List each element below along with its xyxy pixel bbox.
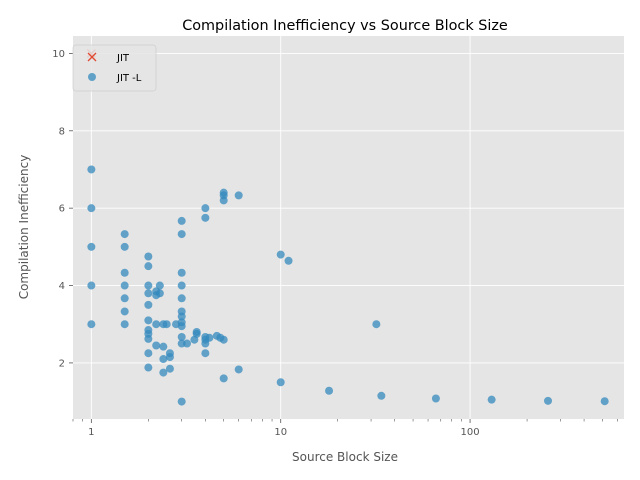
data-point-jit-l xyxy=(377,391,386,400)
legend-label-jit: JIT xyxy=(116,53,130,64)
data-point-jit-l xyxy=(144,289,153,298)
y-tick-labels: 2 4 6 8 10 xyxy=(52,49,73,369)
data-point-jit-l xyxy=(120,281,129,290)
x-tick-label: 100 xyxy=(461,427,480,438)
data-point-jit-l xyxy=(544,396,553,405)
data-point-jit-l xyxy=(120,268,129,277)
data-point-jit-l xyxy=(183,339,192,348)
legend-label-jit-l: JIT -L xyxy=(116,73,142,84)
plot-area xyxy=(73,36,624,419)
legend-marker-jit-l xyxy=(88,73,96,81)
data-point-jit-l xyxy=(600,397,609,406)
data-point-jit-l xyxy=(162,320,171,329)
data-point-jit-l xyxy=(219,335,228,344)
data-point-jit-l xyxy=(219,374,228,383)
data-point-jit-l xyxy=(159,355,168,364)
data-point-jit-l xyxy=(201,349,210,358)
data-point-jit-l xyxy=(177,294,186,303)
data-point-jit-l xyxy=(201,204,210,213)
y-tick-label: 4 xyxy=(59,281,65,292)
data-point-jit-l xyxy=(159,342,168,351)
data-point-jit-l xyxy=(177,230,186,239)
data-point-jit-l xyxy=(144,252,153,261)
data-point-jit-l xyxy=(165,364,174,373)
y-tick-label: 6 xyxy=(59,204,65,215)
data-point-jit-l xyxy=(120,242,129,251)
legend-marker-jit xyxy=(87,52,97,62)
data-point-jit-l xyxy=(205,333,214,342)
data-point-jit-l xyxy=(87,242,96,251)
data-point-jit-l xyxy=(144,281,153,290)
data-point-jit-l xyxy=(177,281,186,290)
data-point-jit-l xyxy=(234,365,243,374)
data-point-jit-l xyxy=(144,300,153,309)
data-point-jit-l xyxy=(144,334,153,343)
data-point-jit-l xyxy=(144,363,153,372)
data-point-jit-l xyxy=(201,213,210,222)
minor-ticks xyxy=(72,419,618,422)
data-points xyxy=(86,48,609,406)
x-axis-label: Source Block Size xyxy=(292,450,398,464)
data-point-jit-l xyxy=(155,289,164,298)
data-point-jit-l xyxy=(87,165,96,174)
data-point-jit-l xyxy=(177,397,186,406)
data-point-jit-l xyxy=(177,268,186,277)
grid-lines xyxy=(73,36,624,419)
data-point-jit-l xyxy=(120,294,129,303)
data-point-jit-l xyxy=(201,339,210,348)
data-point-jit-l xyxy=(276,250,285,259)
data-point-jit-l xyxy=(152,320,161,329)
data-point-jit-l xyxy=(192,329,201,338)
data-point-jit-l xyxy=(159,368,168,377)
y-tick-label: 2 xyxy=(59,358,65,369)
data-point-jit-l xyxy=(276,378,285,387)
data-point-jit-l xyxy=(120,320,129,329)
data-point-jit-l xyxy=(431,394,440,403)
data-point-jit-l xyxy=(87,281,96,290)
data-point-jit-l xyxy=(144,349,153,358)
x-tick-label: 10 xyxy=(274,427,287,438)
data-point-jit-l xyxy=(219,196,228,205)
data-point-jit-l xyxy=(234,191,243,200)
data-point-jit-l xyxy=(177,322,186,331)
data-point-jit-l xyxy=(144,262,153,271)
data-point-jit-l xyxy=(487,395,496,404)
legend: JIT JIT -L xyxy=(72,44,157,92)
data-point-jit-l xyxy=(284,256,293,265)
data-point-jit-l xyxy=(152,341,161,350)
data-point-jit-l xyxy=(144,316,153,325)
data-point-jit-l xyxy=(165,353,174,362)
data-point-jit-l xyxy=(155,281,164,290)
data-point-jit-l xyxy=(87,204,96,213)
data-point-jit-l xyxy=(120,307,129,316)
chart-title: Compilation Inefficiency vs Source Block… xyxy=(182,18,508,34)
data-point-jit-l xyxy=(120,230,129,239)
legend-box xyxy=(72,44,157,92)
x-tick-label: 1 xyxy=(88,427,94,438)
data-point-jit-l xyxy=(177,312,186,321)
y-tick-label: 8 xyxy=(59,126,65,137)
y-axis-label: Compilation Inefficiency xyxy=(17,155,31,300)
x-tick-labels: 1 10 100 xyxy=(88,419,480,438)
y-tick-label: 10 xyxy=(52,49,65,60)
data-point-jit-l xyxy=(177,216,186,225)
data-point-jit-l xyxy=(177,332,186,341)
data-point-jit-l xyxy=(372,320,381,329)
data-point-jit-l xyxy=(325,386,334,395)
data-point-jit-l xyxy=(87,320,96,329)
